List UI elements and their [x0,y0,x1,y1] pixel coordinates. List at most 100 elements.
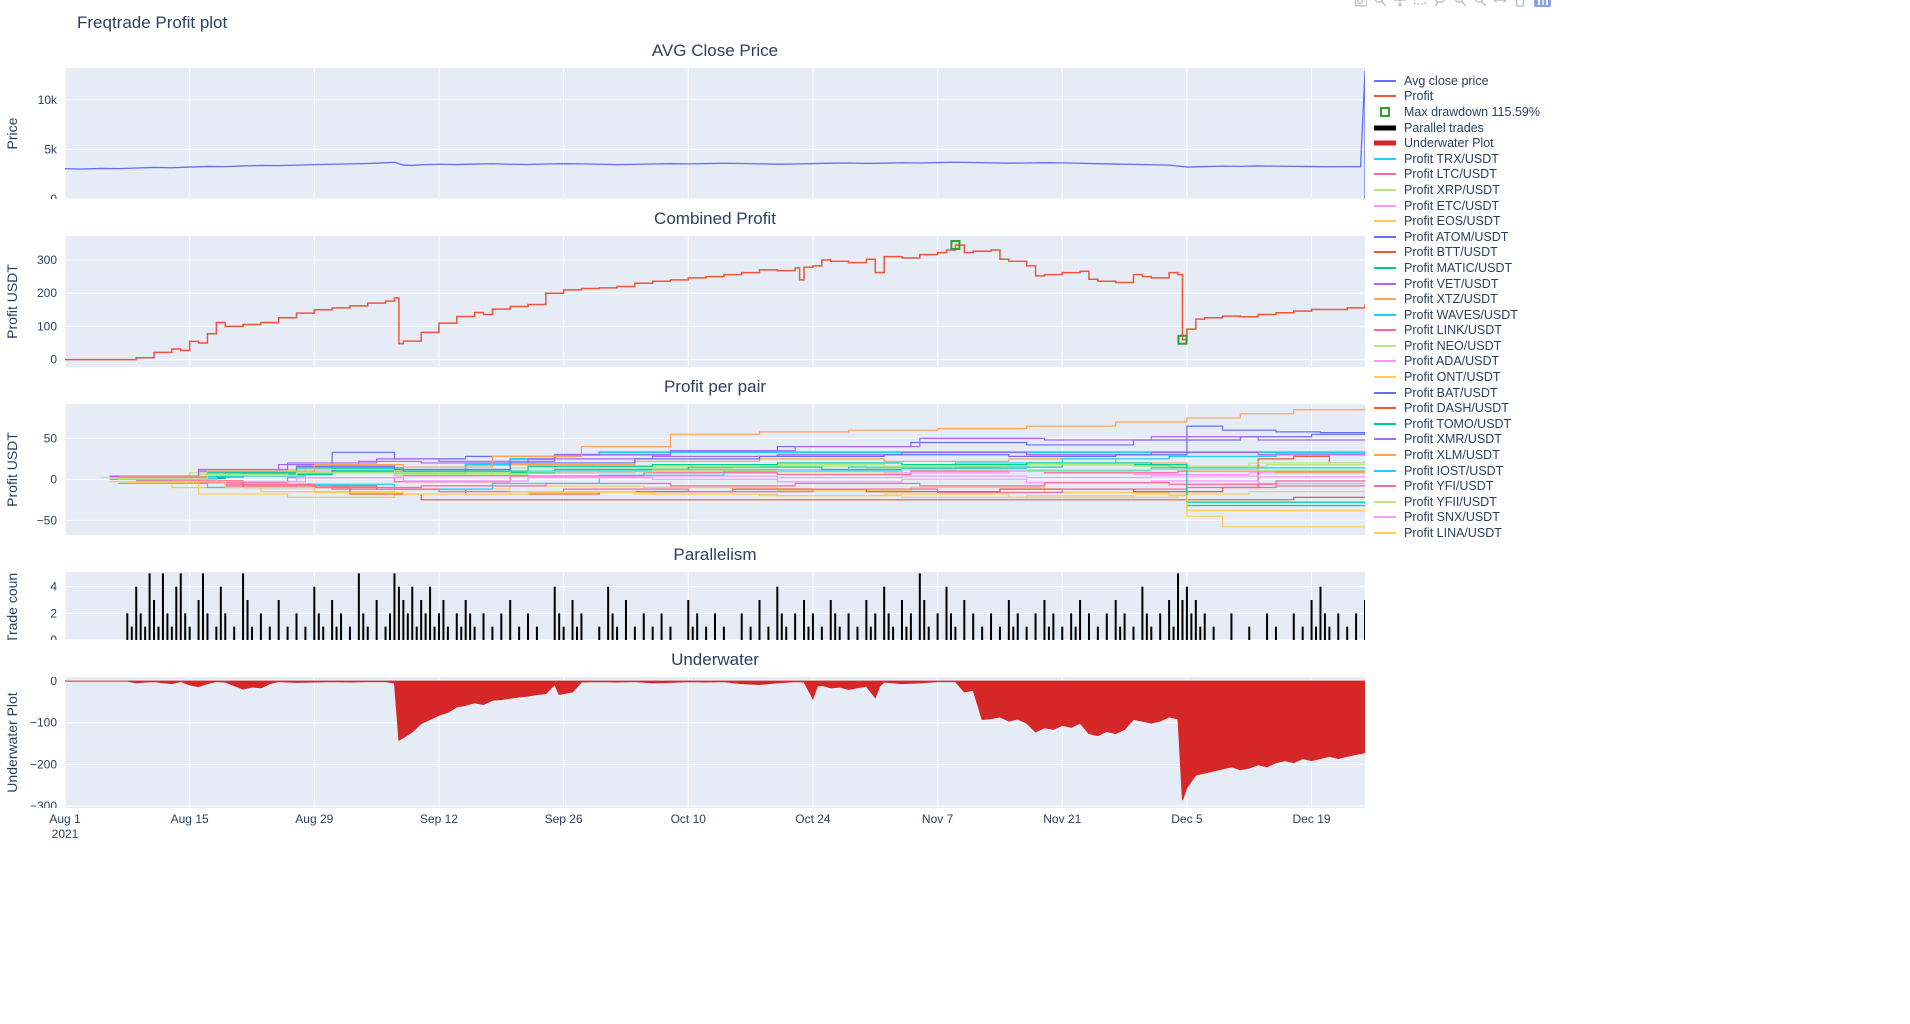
legend-label: Profit YFI/USDT [1404,479,1494,494]
legend-item[interactable]: Profit [1372,89,1582,105]
trade-count-bar [794,613,797,640]
legend-item[interactable]: Profit DASH/USDT [1372,400,1582,416]
legend-item[interactable]: Profit ADA/USDT [1372,354,1582,370]
trade-count-bar [820,626,823,640]
subplot-parallelism: Parallelism 0 2 4 Trade count [0,535,1372,640]
trade-count-bar [1177,573,1180,640]
legend-swatch [1374,454,1396,457]
trade-count-bar [402,600,405,640]
legend-item[interactable]: Profit MATIC/USDT [1372,260,1582,276]
trade-count-bar [1123,613,1126,640]
legend-label: Profit MATIC/USDT [1404,260,1513,275]
legend-item[interactable]: Profit TOMO/USDT [1372,416,1582,432]
trade-count-bar [246,600,249,640]
legend-item[interactable]: Profit LINK/USDT [1372,323,1582,339]
legend-item[interactable]: Avg close price [1372,73,1582,89]
underwater-plot[interactable]: 0 −100 −200 −300 Underwater Plot [0,677,1372,808]
trade-count-bar [144,626,147,640]
legend-item[interactable]: Profit XLM/USDT [1372,447,1582,463]
trade-count-bar [362,613,365,640]
legend-label: Profit LINA/USDT [1404,526,1502,541]
subplot-profit-per-pair: Profit per pair −50 0 50 Profit USDT [0,367,1372,535]
trade-count-bar [286,626,289,640]
y-axis-title: Underwater Plot [4,692,20,792]
lasso-select-icon[interactable] [1433,0,1450,8]
autoscale-icon[interactable] [1493,0,1510,8]
trade-count-bar [188,626,191,640]
legend-item[interactable]: Profit XRP/USDT [1372,182,1582,198]
reset-axes-icon[interactable] [1513,0,1530,8]
trade-count-bar [442,600,445,640]
x-tick-label: Nov 7 [921,812,954,826]
trade-count-bar [1150,626,1153,640]
legend-item[interactable]: Profit SNX/USDT [1372,510,1582,526]
zoom-in-icon[interactable] [1453,0,1470,8]
box-select-icon[interactable] [1413,0,1430,8]
parallelism-plot[interactable]: 0 2 4 Trade count [0,572,1372,640]
series-Profit YFI/USDT [136,479,1365,489]
download-plot-icon[interactable] [1353,0,1370,8]
trade-count-bar [166,613,169,640]
trade-count-bar [949,613,952,640]
trade-count-bar [184,613,187,640]
trade-count-bar [571,600,574,640]
trade-count-bar [905,626,908,640]
zoom-out-icon[interactable] [1473,0,1490,8]
trade-count-bar [954,626,957,640]
legend-label: Profit EOS/USDT [1404,214,1501,229]
legend-item[interactable]: Profit NEO/USDT [1372,338,1582,354]
subplot-combined-profit: Combined Profit 0 100 200 300 Profit USDT [0,199,1372,367]
subplot-title-combined-profit: Combined Profit [654,209,776,228]
max-drawdown-marker [1177,334,1188,345]
plotly-logo[interactable] [1533,0,1552,8]
legend-item[interactable]: Profit YFI/USDT [1372,478,1582,494]
legend-item[interactable]: Profit IOST/USDT [1372,463,1582,479]
legend-item[interactable]: Profit XTZ/USDT [1372,291,1582,307]
legend-item[interactable]: Profit ATOM/USDT [1372,229,1582,245]
trade-count-bar [1168,600,1171,640]
trade-count-bar [758,600,761,640]
legend-item[interactable]: Profit BTT/USDT [1372,245,1582,261]
legend-label: Profit WAVES/USDT [1404,307,1518,322]
trade-count-bar [883,586,886,640]
legend-label: Profit ONT/USDT [1404,370,1501,385]
zoom-icon[interactable] [1373,0,1390,8]
pan-icon[interactable] [1393,0,1410,8]
legend-item[interactable]: Underwater Plot [1372,135,1582,151]
legend-item[interactable]: Profit LINA/USDT [1372,525,1582,541]
series-Profit EOS/USDT [109,481,1365,513]
legend-item[interactable]: Profit TRX/USDT [1372,151,1582,167]
legend-swatch [1380,106,1390,117]
legend-item[interactable]: Profit LTC/USDT [1372,167,1582,183]
trade-count-bar [1087,613,1090,640]
trade-count-bar [923,600,926,640]
trade-count-bar [424,613,427,640]
legend-item[interactable]: Profit WAVES/USDT [1372,307,1582,323]
legend-item[interactable]: Profit BAT/USDT [1372,385,1582,401]
legend-item[interactable]: Profit YFII/USDT [1372,494,1582,510]
trade-count-bar [660,613,663,640]
trade-count-bar [834,613,837,640]
trade-count-bar [224,613,227,640]
legend-label: Profit BTT/USDT [1404,245,1498,260]
subplot-title-underwater: Underwater [671,650,759,669]
profit-per-pair-plot[interactable]: −50 0 50 Profit USDT [0,404,1372,535]
trade-count-bar [1105,613,1108,640]
legend-item[interactable]: Parallel trades [1372,120,1582,136]
series-Profit SNX/USDT [127,475,1365,483]
legend-label: Profit XTZ/USDT [1404,292,1498,307]
y-tick-label: 50 [44,431,58,445]
legend-item[interactable]: Profit EOS/USDT [1372,213,1582,229]
combined-profit-plot[interactable]: 0 100 200 300 Profit USDT [0,236,1372,367]
legend-item[interactable]: Max drawdown 115.59% [1372,104,1582,120]
legend-swatch [1374,485,1396,488]
legend-item[interactable]: Profit ETC/USDT [1372,198,1582,214]
trade-count-bar [197,600,200,640]
legend-item[interactable]: Profit VET/USDT [1372,276,1582,292]
avg-close-price-plot[interactable]: 0 5k 10k Price [0,68,1372,199]
trade-count-bar [1012,626,1015,640]
trade-count-bar [411,586,414,640]
trade-count-bar [1034,613,1037,640]
legend-item[interactable]: Profit XMR/USDT [1372,432,1582,448]
legend-item[interactable]: Profit ONT/USDT [1372,369,1582,385]
